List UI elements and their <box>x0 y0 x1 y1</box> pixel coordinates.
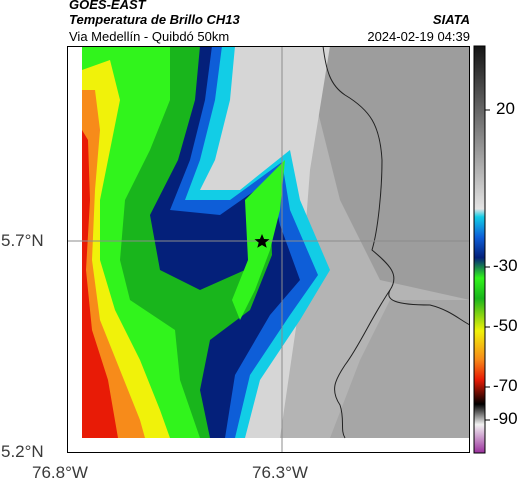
product-title: Temperatura de Brillo CH13 <box>69 12 240 27</box>
colorbar-label-minus70: -70 <box>493 376 518 395</box>
colorbar-label-minus90: -90 <box>493 409 518 428</box>
colorbar-ticks <box>485 109 490 421</box>
colorbar-label-minus30: -30 <box>493 256 518 275</box>
datetime-label: 2024-02-19 04:39 <box>367 29 470 44</box>
longitude-label-right: 76.3°W <box>252 463 308 482</box>
colorbar-label-20: 20 <box>496 99 515 118</box>
colorbar-label-minus50: -50 <box>493 316 518 335</box>
longitude-label-left: 76.8°W <box>32 463 88 482</box>
red-band <box>82 130 118 438</box>
border-line <box>322 46 470 326</box>
latitude-label-lower: 5.2°N <box>1 442 44 461</box>
route-subtitle: Via Medellín - Quibdó 50km <box>69 29 230 44</box>
map-imagery <box>67 46 470 453</box>
latitude-label-upper: 5.7°N <box>1 231 44 250</box>
colorbar <box>473 45 486 454</box>
location-star-marker <box>254 234 270 248</box>
map-frame <box>67 46 470 453</box>
agency-label: SIATA <box>432 12 470 27</box>
border-line-south <box>334 289 391 439</box>
satellite-title: GOES-EAST <box>69 0 146 12</box>
